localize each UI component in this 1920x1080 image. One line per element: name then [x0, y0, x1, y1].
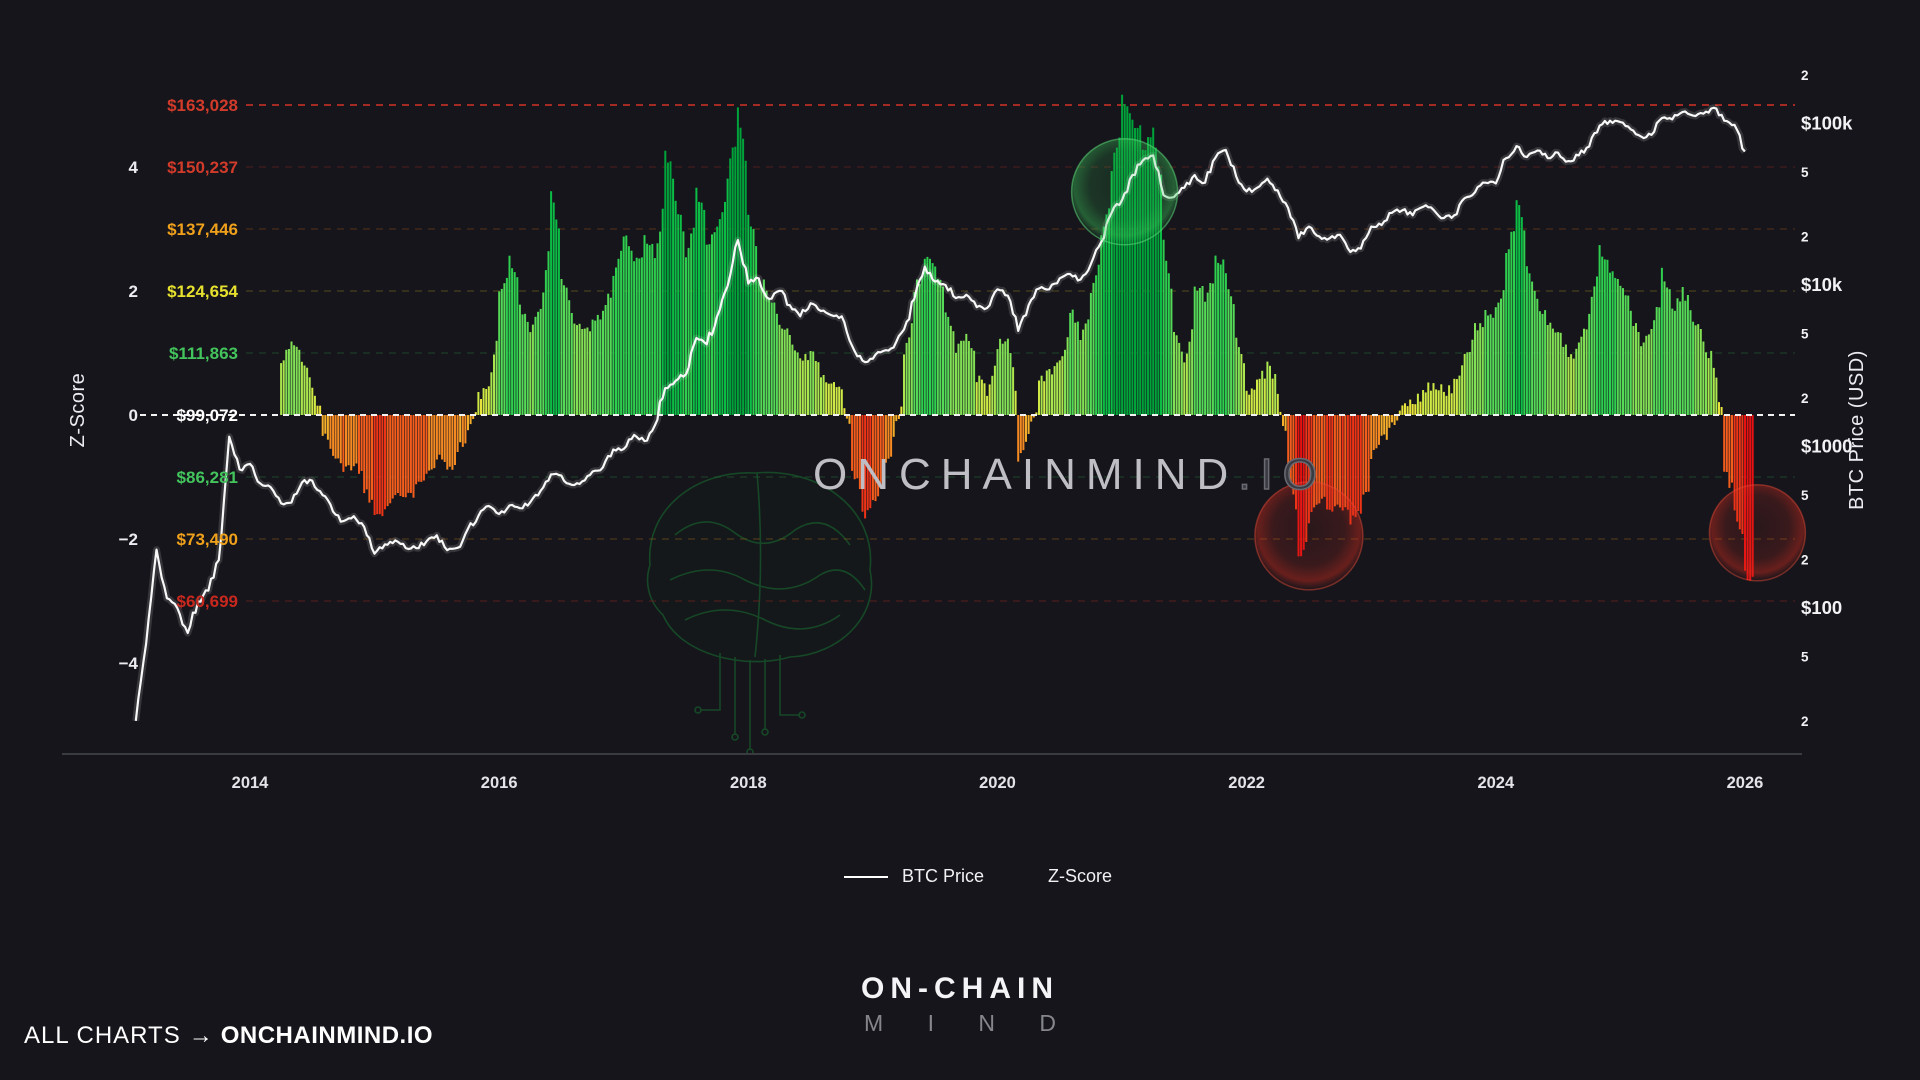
z-axis-tick-label: 2 — [129, 282, 138, 301]
z-axis-tick-label: −2 — [119, 530, 138, 549]
price-axis-tick-label: 2 — [1801, 552, 1809, 567]
x-axis-tick-label: 2014 — [232, 774, 270, 792]
price-axis-tick-label: 2 — [1801, 714, 1809, 729]
sigma-price-label: $111,863 — [169, 344, 238, 363]
red-highlight-circle — [1254, 481, 1364, 591]
price-axis-tick-label: 5 — [1801, 165, 1809, 180]
watermark-text: ONCHAINMIND.IO — [812, 449, 1328, 500]
price-axis-tick-label: 2 — [1801, 229, 1809, 244]
arrow-right-icon: → — [188, 1022, 213, 1049]
sigma-price-label: $150,237 — [167, 158, 238, 177]
btc-price-line — [134, 106, 1746, 722]
red-highlight-circle — [1708, 484, 1807, 582]
price-axis-tick-label: $1000 — [1801, 436, 1852, 457]
x-axis-tick-label: 2022 — [1228, 774, 1265, 792]
z-axis-tick-label: 4 — [129, 158, 139, 177]
btc-price-line-swatch — [843, 875, 888, 878]
sigma-price-label: $73,490 — [177, 530, 238, 549]
legend-item-z-score: Z-Score — [1048, 866, 1112, 887]
annotation-circles — [1070, 138, 1807, 591]
watermark-suffix: .IO — [1238, 449, 1328, 500]
sigma-price-label: $60,699 — [177, 592, 238, 611]
legend-item-btc-price: BTC Price — [843, 866, 984, 887]
x-axis-tick-label: 2024 — [1477, 774, 1515, 792]
price-axis-tick-label: 2 — [1801, 68, 1809, 83]
brand-logo: ON-CHAIN M I N D — [0, 972, 1920, 1037]
brand-logo-bottom: M I N D — [864, 1010, 1075, 1036]
z-axis-tick-label: 0 — [129, 406, 138, 425]
sigma-price-label: $137,446 — [167, 220, 238, 239]
price-axis-tick-label: 5 — [1801, 488, 1809, 503]
x-axis-tick-label: 2016 — [481, 774, 518, 792]
watermark-main: ONCHAINMIND — [812, 450, 1239, 499]
legend-label-z-score: Z-Score — [1048, 866, 1113, 886]
brain-watermark-icon — [585, 415, 925, 760]
z-axis-tick-label: −4 — [119, 654, 139, 673]
price-axis-tick-label: 5 — [1801, 650, 1809, 665]
credit-line: ALL CHARTS → ONCHAINMIND.IO — [24, 1022, 433, 1050]
price-axis-tick-label: $100k — [1801, 113, 1853, 134]
credit-prefix: ALL CHARTS — [24, 1022, 181, 1049]
price-axis-tick-label: $10k — [1801, 274, 1843, 295]
price-axis-tick-label: 5 — [1801, 327, 1809, 342]
y-axis-title-left: Z-Score — [67, 372, 89, 448]
legend-label-btc-price: BTC Price — [901, 866, 984, 886]
x-axis-tick-label: 2020 — [979, 774, 1016, 792]
z-score-bars — [280, 94, 1754, 581]
credit-brand: ONCHAINMIND.IO — [220, 1022, 434, 1049]
x-axis-tick-label: 2026 — [1727, 774, 1764, 792]
legend: BTC Price Z-Score — [18, 866, 1920, 887]
sigma-price-label: $124,654 — [167, 282, 238, 301]
green-highlight-circle — [1070, 138, 1179, 246]
price-axis-tick-label: $100 — [1801, 597, 1842, 618]
x-axis-tick-label: 2018 — [730, 774, 767, 792]
sigma-price-label: $86,281 — [177, 468, 238, 487]
brand-logo-top: ON-CHAIN — [861, 972, 1059, 1005]
sigma-price-label: $163,028 — [167, 96, 238, 115]
price-axis-tick-label: 2 — [1801, 391, 1809, 406]
y-axis-title-right: BTC Price (USD) — [1846, 350, 1868, 510]
sigma-price-label: $99,072 — [177, 406, 238, 425]
axis-labels: $163,028 $150,237 $137,446 $124,654 $111,863… — [119, 68, 1854, 792]
